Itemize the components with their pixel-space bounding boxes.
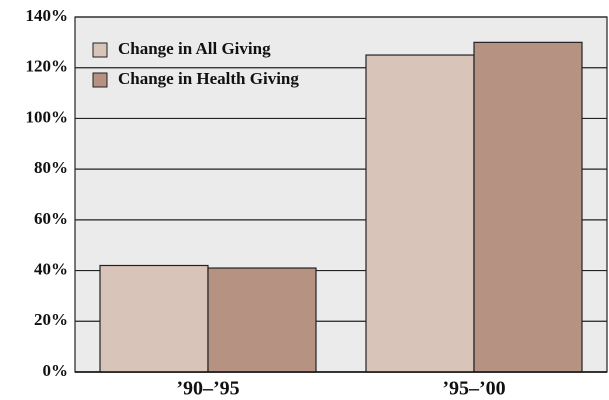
bar	[473, 41, 583, 373]
x-tick-label: ’90–’95	[176, 378, 239, 400]
y-tick-label: 40%	[34, 259, 68, 278]
bar	[99, 264, 209, 373]
bar	[207, 267, 317, 373]
bar	[365, 54, 475, 373]
y-tick-label: 100%	[26, 107, 69, 126]
legend-label: Change in Health Giving	[118, 69, 299, 88]
y-tick-label: 120%	[26, 57, 69, 76]
legend-swatch	[92, 72, 108, 88]
legend-label: Change in All Giving	[118, 39, 271, 58]
y-tick-label: 80%	[34, 158, 68, 177]
x-tick-label: ’95–’00	[442, 378, 505, 400]
y-tick-label: 20%	[34, 310, 68, 329]
y-tick-label: 0%	[43, 361, 69, 380]
y-tick-label: 60%	[34, 209, 68, 228]
legend-swatch	[92, 42, 108, 58]
y-tick-label: 140%	[26, 6, 69, 25]
